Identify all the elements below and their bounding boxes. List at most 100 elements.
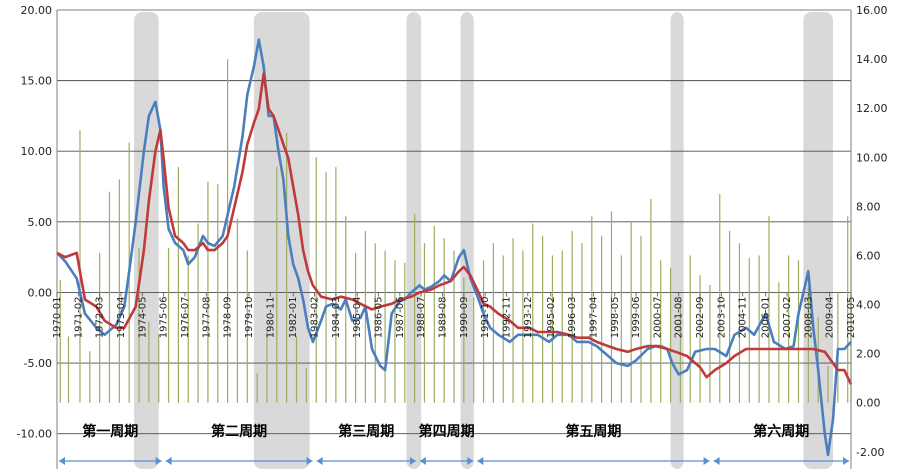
x-tick-label: 1972-03 [95,296,106,338]
x-tick-label: 2009-04 [825,296,836,338]
bar [837,292,839,403]
bar [709,284,711,403]
x-tick-label: 1984-03 [331,296,342,338]
right-tick-label: 16.00 [856,4,888,17]
bar [463,277,465,403]
left-tick-label: 5.00 [28,216,53,229]
bar [630,221,632,403]
bar [847,216,849,403]
cycle-label: 第二周期 [211,423,267,440]
x-tick-label: 1999-06 [631,296,642,338]
x-tick-label: 1988-07 [416,296,427,338]
bar [197,223,199,403]
bar [581,243,583,403]
bar [286,132,288,403]
x-tick-label: 1982-01 [288,296,299,338]
series-line [56,72,853,385]
shaded-band [253,12,310,469]
x-tick-label: 1971-02 [73,296,84,338]
bar [295,336,298,403]
x-tick-label: 1989-08 [438,296,449,338]
bar [541,235,544,403]
bar [571,230,573,403]
bar [364,230,367,403]
x-tick-label: 1995-02 [546,296,557,338]
bar [276,167,278,403]
x-tick-label: 1970-01 [52,296,63,338]
bar [640,235,642,403]
bar [118,179,120,403]
bar [335,167,337,403]
bar [167,248,170,403]
bar [177,167,179,403]
cycle-arrow-right [409,457,416,465]
cycle-label: 第四周期 [419,423,475,440]
bar [778,282,780,403]
x-tick-label: 1985-04 [352,296,363,338]
right-tick-label: 14.00 [856,53,888,66]
right-tick-label: 12.00 [856,102,888,115]
cycle-arrow-right [155,457,162,465]
bar [699,275,701,403]
x-tick-label: 1993-12 [523,296,534,338]
bar [315,157,317,403]
x-tick-label: 1990-09 [459,296,470,338]
x-tick-label: 1975-06 [159,296,170,338]
bar [807,287,809,403]
cycle-label: 第六周期 [753,423,809,440]
bar [502,255,504,403]
bar [108,191,111,403]
x-tick-labels: 1970-01 1971-02 1972-03 1973-04 1974-05 1975-… [52,292,857,338]
x-tick-label: 2006-01 [761,296,772,338]
x-tick-label: 1976-07 [180,296,191,338]
cycle-arrow-right [703,457,710,465]
bar [217,184,219,403]
cycle-arrow-right [467,457,474,465]
shaded-band [134,12,159,469]
left-tick-label: 15.00 [21,75,53,88]
right-tick-label: 8.00 [856,200,881,213]
bar [394,260,396,403]
x-tick-label: 1977-08 [201,296,212,338]
bar [729,230,731,403]
cycle-label: 第三周期 [338,423,394,440]
bar [473,297,475,403]
left-tick-label: -5.00 [24,357,52,370]
cycle-label: 第五周期 [565,423,621,440]
bar [719,194,721,403]
bar [650,199,652,403]
bar [99,253,101,403]
bar [266,329,268,403]
bar [89,351,91,403]
x-tick-label: 2003-10 [716,296,727,338]
bar [561,250,563,403]
x-tick-label: 1980-11 [265,296,276,338]
bar [433,226,435,403]
bar [325,172,327,403]
cycle-arrow-right [306,457,313,465]
bar [384,250,386,403]
bar [187,255,189,403]
x-tick-label: 2010-05 [846,296,857,338]
cycle-arrow-right [843,457,849,465]
bar [59,280,61,403]
x-tick-label: 2007-02 [782,296,793,338]
right-axis-labels: 16.00 14.00 12.00 10.00 8.00 6.00 4.00 2.00 0.00… [856,4,888,459]
bar [67,336,70,403]
bar [492,243,494,403]
x-tick-label: 1991-10 [480,296,491,338]
bar [345,216,347,403]
right-tick-label: 4.00 [856,299,881,312]
bar [758,255,760,403]
bar [532,223,534,403]
bar [768,216,770,403]
bar-series [59,59,852,403]
bar [620,255,622,403]
bar [374,243,376,403]
bar [158,334,160,403]
bar [512,238,514,403]
x-tick-label: 2000-07 [652,296,663,338]
left-tick-label: -10.00 [17,428,52,441]
left-tick-label: 20.00 [21,4,53,17]
